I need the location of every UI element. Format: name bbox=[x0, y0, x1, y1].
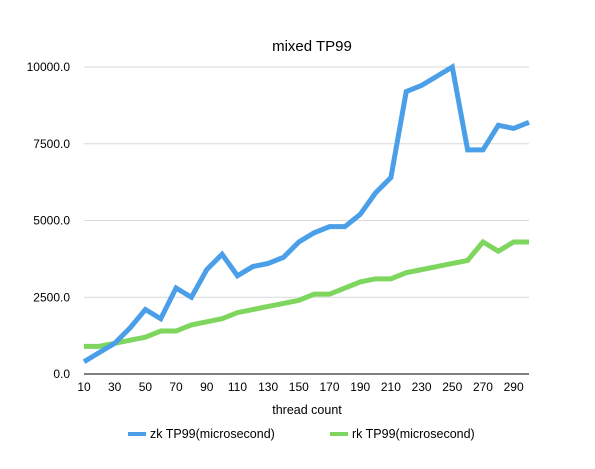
x-tick-label: 250 bbox=[442, 380, 462, 394]
legend-label: rk TP99(microsecond) bbox=[352, 427, 475, 441]
x-tick-label: 110 bbox=[228, 380, 247, 394]
x-tick-label: 230 bbox=[412, 380, 432, 394]
x-tick-label: 190 bbox=[350, 380, 370, 394]
x-tick-label: 10 bbox=[77, 380, 91, 394]
x-tick-label: 210 bbox=[381, 380, 401, 394]
series-line-zk bbox=[82, 63, 530, 364]
x-tick-label: 30 bbox=[108, 380, 122, 394]
y-tick-label: 7500.0 bbox=[33, 137, 70, 151]
y-tick-label: 10000.0 bbox=[27, 60, 71, 74]
series-line-rk bbox=[84, 238, 529, 349]
y-tick-label: 0.0 bbox=[53, 367, 70, 381]
x-tick-label: 50 bbox=[139, 380, 153, 394]
x-axis-ticks: 10 30 50 70 90 110 130 150 170 190 210 230 250 270 290 bbox=[77, 380, 524, 394]
x-tick-label: 290 bbox=[504, 380, 524, 394]
x-tick-label: 150 bbox=[289, 380, 309, 394]
y-axis-ticks: 0.0 2500.0 5000.0 7500.0 10000.0 bbox=[27, 60, 71, 381]
x-tick-label: 90 bbox=[200, 380, 214, 394]
x-tick-label: 170 bbox=[320, 380, 340, 394]
legend-label: zk TP99(microsecond) bbox=[150, 427, 275, 441]
x-tick-label: 70 bbox=[169, 380, 183, 394]
series-lines bbox=[82, 63, 530, 364]
legend: zk TP99(microsecond) rk TP99(microsecond) bbox=[128, 427, 475, 441]
chart-title: mixed TP99 bbox=[272, 38, 352, 55]
x-tick-label: 270 bbox=[473, 380, 493, 394]
x-axis-label: thread count bbox=[272, 403, 342, 417]
y-tick-label: 2500.0 bbox=[33, 290, 70, 304]
y-tick-label: 5000.0 bbox=[33, 214, 70, 228]
x-tick-label: 130 bbox=[258, 380, 278, 394]
